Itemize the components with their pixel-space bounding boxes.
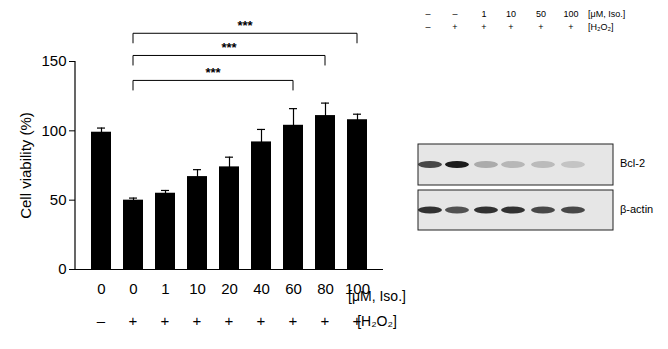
svg-text:–: – <box>97 312 106 329</box>
svg-text:50: 50 <box>536 9 546 19</box>
svg-text:+: + <box>568 22 573 32</box>
svg-text:[H₂O₂]: [H₂O₂] <box>357 313 397 329</box>
svg-text:+: + <box>538 22 543 32</box>
svg-text:100: 100 <box>563 9 578 19</box>
svg-text:80: 80 <box>317 280 334 297</box>
svg-text:Cell viability (%): Cell viability (%) <box>17 112 34 219</box>
svg-text:150: 150 <box>41 52 66 69</box>
svg-text:***: *** <box>221 40 237 55</box>
svg-text:+: + <box>508 22 513 32</box>
svg-text:+: + <box>289 312 298 329</box>
svg-text:β-actin: β-actin <box>620 203 653 215</box>
svg-text:+: + <box>257 312 266 329</box>
svg-text:20: 20 <box>221 280 238 297</box>
svg-text:+: + <box>321 312 330 329</box>
svg-text:60: 60 <box>285 280 302 297</box>
svg-text:0: 0 <box>58 260 66 277</box>
svg-text:[H₂O₂]: [H₂O₂] <box>588 22 614 32</box>
svg-text:***: *** <box>205 65 221 80</box>
svg-text:+: + <box>481 22 486 32</box>
svg-text:***: *** <box>237 18 253 33</box>
svg-text:[μM, Iso.]: [μM, Iso.] <box>588 9 625 19</box>
svg-text:+: + <box>193 312 202 329</box>
svg-text:10: 10 <box>506 9 516 19</box>
svg-text:50: 50 <box>50 191 67 208</box>
svg-text:+: + <box>129 312 138 329</box>
svg-text:1: 1 <box>161 280 169 297</box>
svg-text:10: 10 <box>189 280 206 297</box>
svg-text:Bcl-2: Bcl-2 <box>620 157 645 169</box>
svg-text:0: 0 <box>97 280 105 297</box>
svg-text:–: – <box>425 9 430 19</box>
svg-text:40: 40 <box>253 280 270 297</box>
svg-text:+: + <box>225 312 234 329</box>
svg-text:+: + <box>452 22 457 32</box>
svg-text:1: 1 <box>481 9 486 19</box>
svg-text:–: – <box>452 9 457 19</box>
svg-text:[μM, Iso.]: [μM, Iso.] <box>348 288 406 304</box>
svg-text:–: – <box>425 22 430 32</box>
svg-text:0: 0 <box>129 280 137 297</box>
svg-text:+: + <box>161 312 170 329</box>
svg-text:100: 100 <box>41 122 66 139</box>
